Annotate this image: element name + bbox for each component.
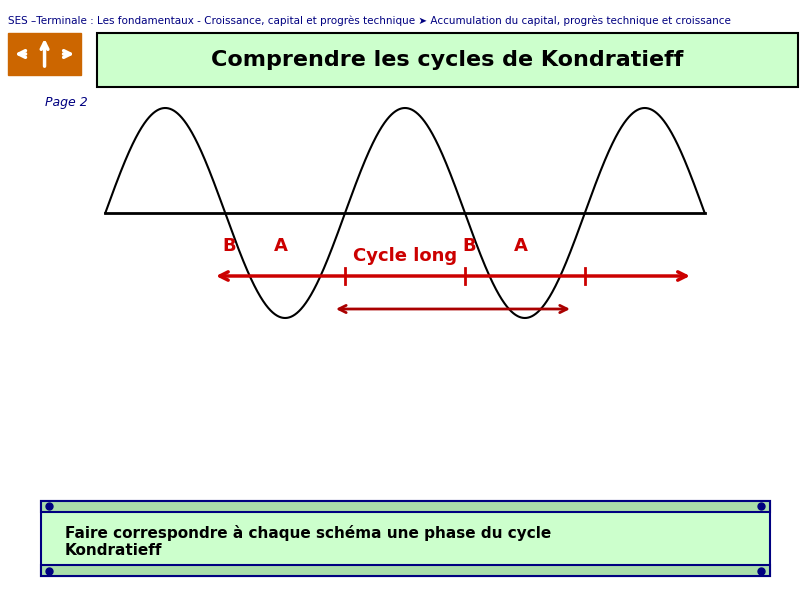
Text: Comprendre les cycles de Kondratieff: Comprendre les cycles de Kondratieff bbox=[211, 50, 684, 70]
Text: B: B bbox=[223, 237, 236, 255]
Text: Cycle long: Cycle long bbox=[353, 247, 457, 265]
Text: A: A bbox=[274, 237, 288, 255]
Text: A: A bbox=[514, 237, 528, 255]
Text: Page 2: Page 2 bbox=[45, 96, 87, 109]
FancyBboxPatch shape bbox=[40, 501, 769, 512]
Text: B: B bbox=[463, 237, 475, 255]
FancyBboxPatch shape bbox=[40, 565, 769, 576]
Text: Faire correspondre à chaque schéma une phase du cycle
Kondratieff: Faire correspondre à chaque schéma une p… bbox=[65, 525, 551, 558]
FancyBboxPatch shape bbox=[97, 33, 798, 87]
FancyBboxPatch shape bbox=[8, 33, 81, 75]
Text: SES –Terminale : Les fondamentaux - Croissance, capital et progrès technique ➤ A: SES –Terminale : Les fondamentaux - Croi… bbox=[8, 15, 731, 25]
FancyBboxPatch shape bbox=[40, 501, 769, 576]
